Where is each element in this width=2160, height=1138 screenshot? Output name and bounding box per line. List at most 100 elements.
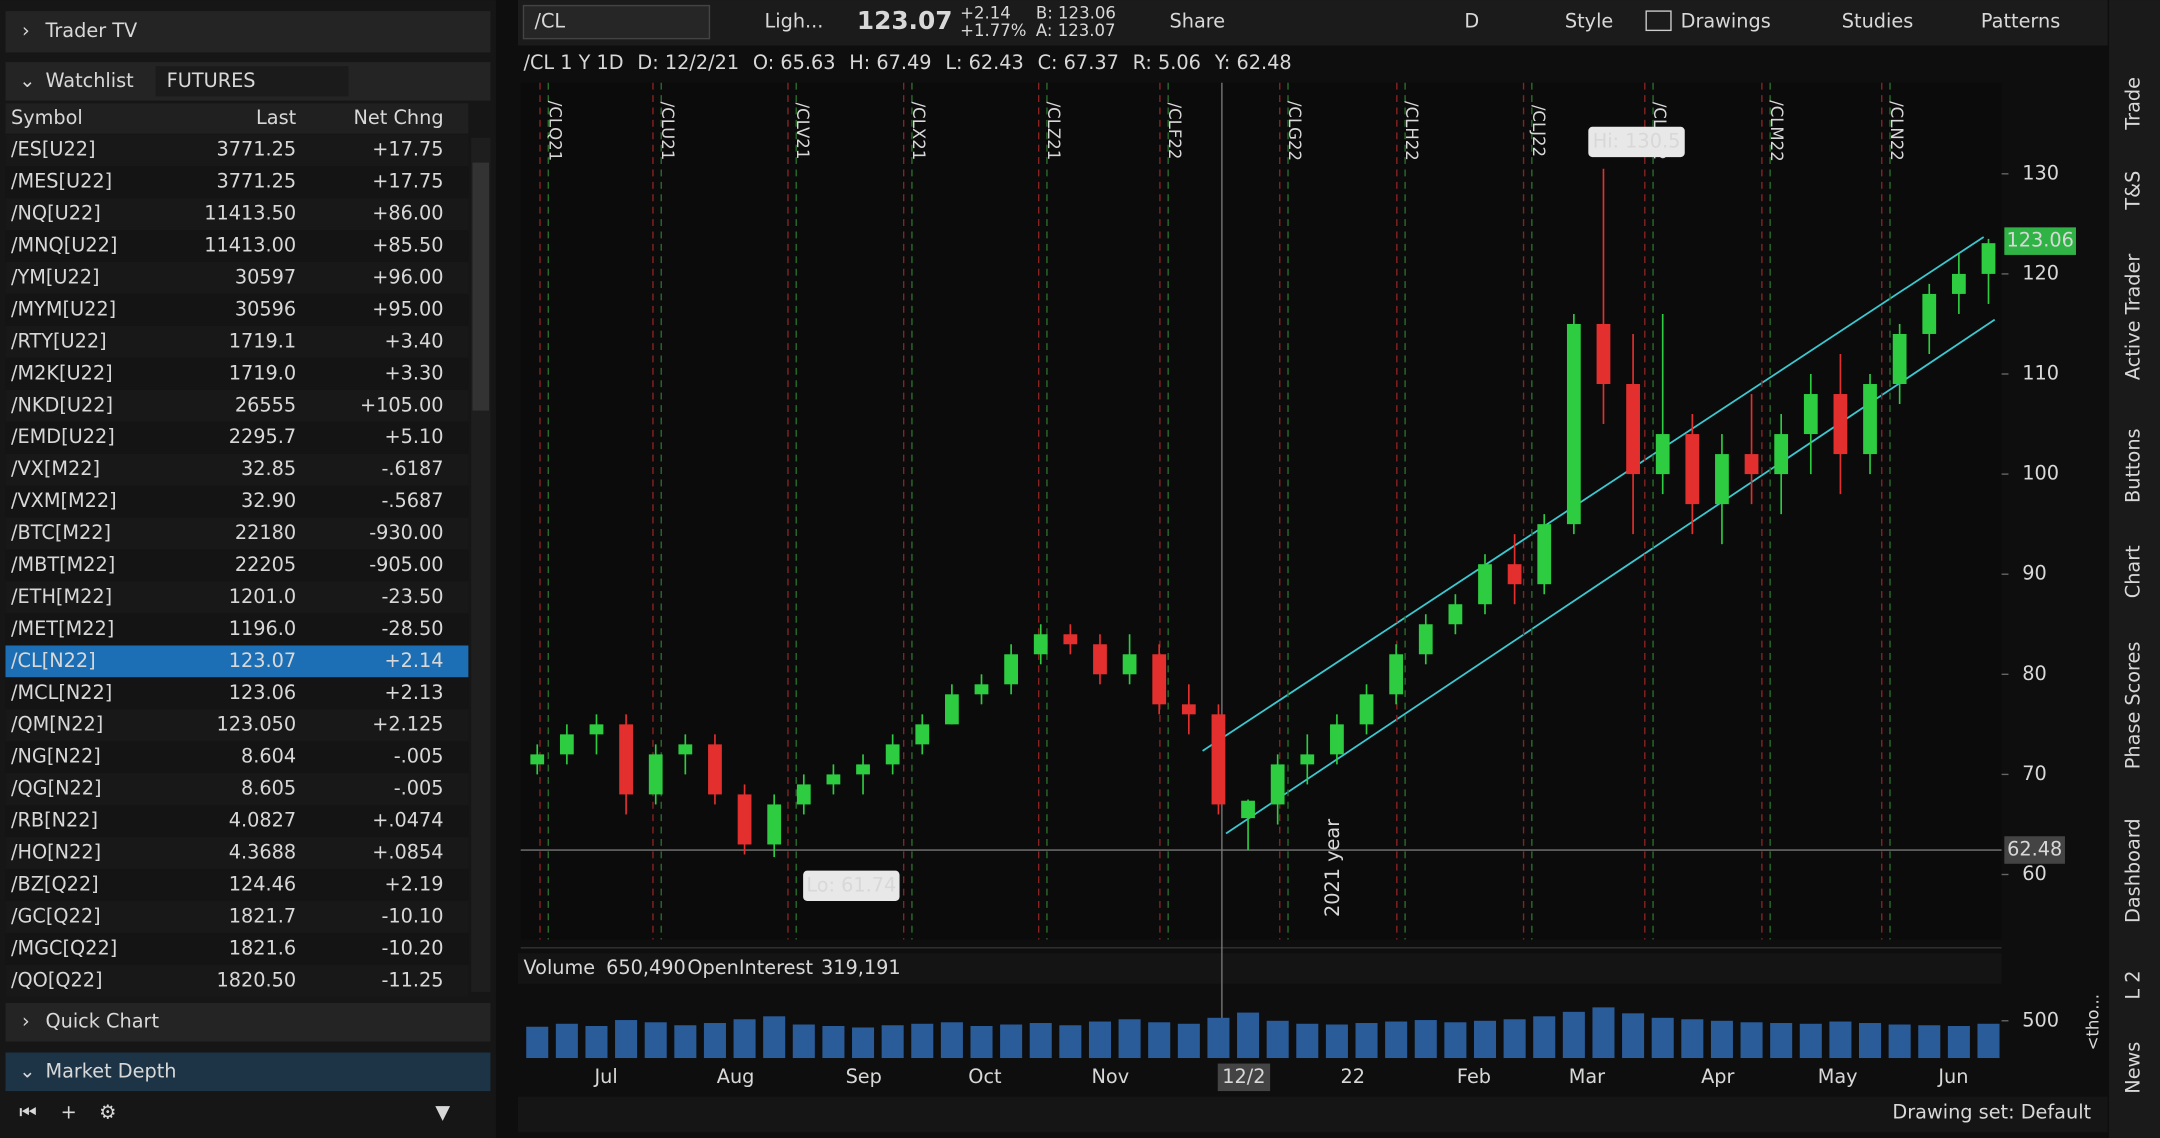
watchlist-row[interactable] (5, 262, 469, 294)
row-net-chng: -.6187 (381, 457, 443, 480)
watchlist-row[interactable] (5, 549, 469, 582)
watchlist-row[interactable] (5, 964, 469, 997)
watchlist-row[interactable] (5, 613, 469, 646)
watchlist-row[interactable] (5, 326, 469, 358)
patterns-button[interactable]: Patterns (1981, 10, 2060, 33)
x-tick-label: 12/2 (1222, 1065, 1265, 1088)
sidebar-tab[interactable]: L 2 (2121, 970, 2144, 999)
info-item: L: 62.43 (945, 51, 1024, 74)
symbol-box[interactable] (522, 4, 711, 40)
row-last: 1201.0 (229, 585, 296, 608)
x-tick-label: May (1818, 1065, 1858, 1088)
change: +2.14 (960, 3, 1011, 22)
candle-body (708, 744, 722, 795)
watchlist-row[interactable] (5, 230, 469, 262)
sidebar-tab[interactable]: News (2121, 1042, 2144, 1094)
row-last: 2295.7 (229, 425, 296, 448)
watchlist-row[interactable] (5, 517, 469, 550)
volume-bar (1473, 1020, 1497, 1059)
watchlist-row[interactable] (5, 485, 469, 518)
x-tick-label: Mar (1569, 1065, 1605, 1088)
candle-body (737, 794, 752, 845)
watchlist-selector[interactable] (155, 66, 349, 97)
sidebar-tab[interactable]: Chart (2121, 545, 2144, 598)
row-symbol: /MNQ[U22] (11, 234, 117, 257)
contract-label: /CLN22 (1887, 101, 1906, 161)
watchlist-row[interactable] (5, 645, 469, 678)
watchlist-row[interactable] (5, 581, 469, 614)
volume-bar (733, 1019, 756, 1059)
watchlist-row[interactable] (5, 837, 469, 869)
watchlist-row[interactable] (5, 389, 469, 422)
market-depth-header[interactable] (5, 1052, 491, 1092)
watchlist-row[interactable] (5, 709, 469, 742)
watchlist-row[interactable] (5, 901, 469, 933)
watchlist-row[interactable] (5, 421, 469, 454)
volume-bar (970, 1025, 993, 1059)
watchlist-row[interactable] (5, 134, 469, 167)
quick-chart-header[interactable] (5, 1002, 491, 1042)
style-button[interactable]: Style (1565, 10, 1613, 33)
candle-body (1715, 454, 1729, 505)
watchlist-set: FUTURES (167, 69, 256, 92)
watchlist-row[interactable] (5, 933, 469, 965)
sidebar-tab[interactable]: T&S (2121, 171, 2144, 211)
watchlist-row[interactable] (5, 773, 469, 805)
watchlist-row[interactable] (5, 677, 469, 710)
info-item: D: 12/2/21 (637, 51, 739, 74)
bottom-bar (517, 1096, 2108, 1133)
trader-tv-header[interactable] (5, 11, 491, 53)
watchlist-row[interactable] (5, 166, 469, 199)
row-last: 26555 (235, 393, 296, 416)
watchlist-row[interactable] (5, 805, 469, 837)
chevron: ⌄ (19, 1059, 35, 1082)
sidebar-tab[interactable]: Phase Scores (2121, 642, 2144, 770)
row-net-chng: +96.00 (372, 266, 443, 289)
period-button[interactable]: D (1464, 10, 1479, 33)
volume-unit: <tho... (2083, 994, 2102, 1050)
add-icon[interactable]: + (61, 1101, 77, 1124)
last-price-label: 123.06 (2006, 229, 2073, 252)
sidebar-tab[interactable]: Active Trader (2121, 254, 2144, 380)
candle-body (1122, 654, 1137, 675)
sidebar-tab[interactable]: Dashboard (2121, 818, 2144, 923)
col-net-chng[interactable]: Net Chng (354, 106, 444, 129)
watchlist-row[interactable] (5, 358, 469, 390)
row-net-chng: +17.75 (372, 170, 443, 193)
row-net-chng: +86.00 (372, 202, 443, 225)
share-button[interactable]: Share (1170, 10, 1226, 33)
y-tick-label: 90 (2022, 562, 2047, 585)
watchlist-row[interactable] (5, 453, 469, 486)
row-last: 1719.0 (229, 361, 296, 384)
candle-body (1152, 654, 1167, 705)
col-symbol[interactable]: Symbol (11, 106, 83, 129)
first-icon[interactable]: ⏮ (19, 1101, 36, 1124)
sidebar-tab[interactable]: Buttons (2121, 428, 2144, 503)
down-icon[interactable]: ▼ (435, 1101, 450, 1124)
y-tick-label: 80 (2022, 662, 2047, 685)
market-depth-title: Market Depth (45, 1059, 176, 1082)
candle-body (1004, 654, 1019, 685)
volume-bar (792, 1024, 815, 1059)
drawings-button[interactable]: Drawings (1681, 10, 1771, 33)
volume-bar (1681, 1019, 1704, 1059)
candle-body (796, 784, 811, 805)
settings-icon[interactable]: ⚙ (99, 1101, 116, 1124)
watchlist-row[interactable] (5, 741, 469, 774)
sidebar-tab[interactable]: Trade (2121, 77, 2144, 131)
watchlist-row[interactable] (5, 198, 469, 230)
row-last: 32.85 (241, 457, 296, 480)
watchlist-row[interactable] (5, 869, 469, 901)
studies-button[interactable]: Studies (1842, 10, 1913, 33)
candle-body (1685, 434, 1700, 505)
channel-upper (1202, 236, 1985, 752)
volume-bar (852, 1027, 875, 1059)
col-last[interactable]: Last (256, 106, 297, 129)
row-symbol: /RB[N22] (11, 809, 98, 832)
drawing-set[interactable]: Drawing set: Default (1892, 1101, 2091, 1124)
watchlist-title: Watchlist (45, 69, 134, 92)
watchlist-row[interactable] (5, 294, 469, 326)
volume-bar (1947, 1025, 1970, 1059)
x-tick-label: Jun (1937, 1065, 1968, 1088)
scroll-thumb[interactable] (472, 162, 490, 411)
